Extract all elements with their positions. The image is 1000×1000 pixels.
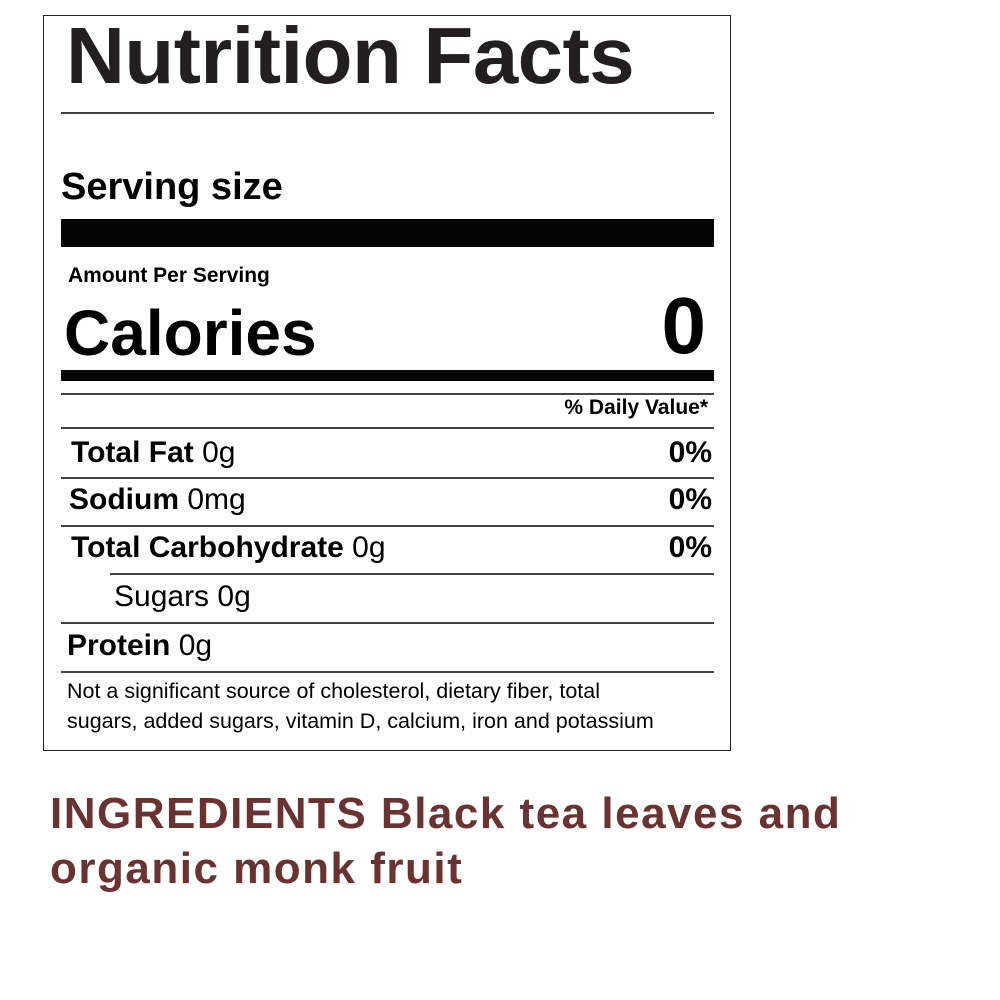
divider — [110, 573, 714, 575]
nutrient-amount: 0g — [217, 580, 251, 613]
nutrient-amount: 0mg — [187, 483, 246, 516]
medium-divider — [61, 370, 714, 381]
nutrient-name: Sugars — [114, 580, 210, 613]
nutrient-name: Sodium — [69, 483, 179, 516]
serving-size-label: Serving size — [61, 166, 283, 208]
footnote-line-1: Not a significant source of cholesterol,… — [67, 679, 600, 703]
nutrient-name: Total Fat — [71, 436, 194, 469]
nutrient-name: Protein — [67, 629, 171, 662]
divider — [61, 112, 714, 114]
divider — [61, 427, 714, 429]
nutrient-row-protein: Protein 0g — [67, 629, 212, 663]
nutrient-dv: 0% — [668, 483, 712, 516]
nutrient-row-total-fat: Total Fat 0g — [71, 436, 236, 470]
nutrient-amount: 0g — [178, 629, 213, 662]
divider — [61, 393, 714, 395]
calories-value: 0 — [661, 281, 707, 370]
ingredients-line-1: INGREDIENTS Black tea leaves and — [50, 789, 842, 838]
ingredients-line-2: organic monk fruit — [50, 844, 464, 893]
nutrient-dv: 0% — [668, 531, 712, 564]
footnote-line-2: sugars, added sugars, vitamin D, calcium… — [67, 709, 654, 733]
nutrient-row-sodium: Sodium 0mg — [69, 483, 246, 517]
nutrient-dv: 0% — [668, 436, 712, 469]
nutrient-amount: 0g — [202, 436, 236, 469]
nutrition-facts-title: Nutrition Facts — [66, 11, 635, 100]
daily-value-header: % Daily Value* — [564, 396, 708, 419]
nutrient-name: Total Carbohydrate — [71, 531, 344, 564]
divider — [61, 671, 714, 673]
nutrient-row-total-carbohydrate: Total Carbohydrate 0g — [71, 531, 386, 565]
divider — [61, 525, 714, 527]
nutrient-amount: 0g — [352, 531, 386, 564]
nutrient-row-sugars: Sugars 0g — [114, 580, 251, 614]
divider — [61, 477, 714, 479]
amount-per-serving: Amount Per Serving — [68, 264, 270, 287]
calories-label: Calories — [64, 297, 317, 369]
thick-divider — [61, 219, 714, 247]
divider — [61, 622, 714, 624]
nutrition-facts-panel — [43, 15, 731, 751]
